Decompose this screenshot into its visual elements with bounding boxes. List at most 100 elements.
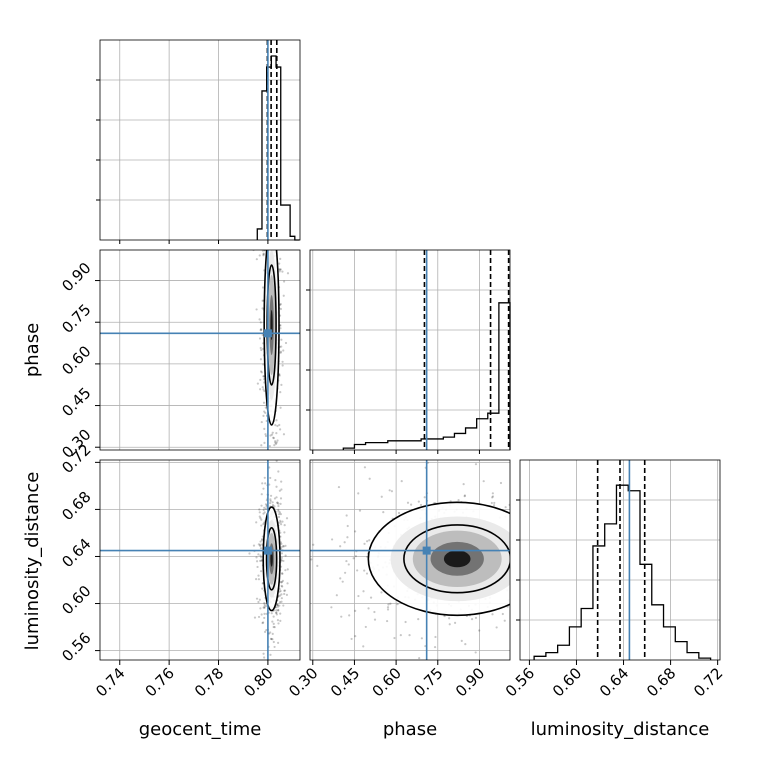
sample-point	[457, 499, 460, 502]
sample-point	[280, 572, 284, 575]
sample-point	[491, 495, 495, 498]
sample-point	[548, 562, 550, 564]
sample-point	[354, 609, 357, 612]
sample-point	[553, 573, 555, 575]
sample-point	[275, 432, 278, 435]
sample-point	[520, 570, 522, 572]
panel-frame	[99, 39, 301, 241]
sample-point	[362, 645, 365, 648]
sample-point	[536, 594, 538, 596]
sample-point	[501, 612, 504, 616]
sample-point	[261, 582, 264, 585]
sample-point	[280, 581, 283, 584]
sample-point	[548, 549, 550, 551]
sample-point	[263, 603, 266, 607]
sample-point	[261, 299, 264, 302]
sample-point	[406, 501, 410, 504]
sample-point	[491, 613, 494, 616]
sample-point	[344, 571, 347, 574]
sample-point	[493, 501, 496, 505]
sample-point	[453, 621, 457, 624]
sample-point	[433, 645, 437, 649]
sample-point	[255, 258, 258, 261]
sample-point	[312, 543, 315, 546]
sample-point	[357, 492, 360, 495]
x-tick-label: 0.68	[643, 664, 679, 700]
sample-point	[564, 564, 566, 566]
sample-point	[518, 567, 520, 569]
sample-point	[263, 427, 266, 430]
sample-point	[390, 490, 394, 493]
y-tick-label: 0.45	[58, 384, 94, 420]
sample-point	[263, 630, 267, 633]
sample-point	[270, 612, 273, 615]
sample-point	[263, 229, 265, 231]
sample-point	[373, 610, 376, 614]
x-tick-label: 0.72	[690, 664, 726, 700]
sample-point	[280, 488, 283, 491]
sample-point	[516, 566, 518, 568]
sample-point	[263, 410, 266, 413]
sample-point	[278, 604, 281, 607]
sample-point	[259, 547, 263, 550]
sample-point	[291, 601, 293, 603]
sample-point	[530, 525, 532, 527]
sample-point	[278, 374, 281, 377]
sample-point	[273, 216, 275, 218]
sample-point	[281, 364, 284, 367]
sample-point	[295, 499, 297, 501]
sample-point	[269, 499, 272, 503]
sample-point	[272, 640, 275, 644]
sample-point	[279, 497, 283, 500]
sample-point	[278, 227, 280, 229]
x-tick-label: 0.64	[596, 664, 632, 700]
sample-point	[277, 508, 280, 511]
sample-point	[540, 626, 542, 628]
sample-point	[263, 606, 266, 609]
sample-point	[279, 589, 282, 593]
sample-point	[278, 229, 280, 231]
panel-frame	[99, 249, 301, 451]
hist-panel-geocent_time	[96, 39, 301, 241]
sample-point	[369, 596, 373, 599]
sample-point	[514, 570, 516, 572]
sample-point	[526, 510, 528, 512]
contour-line	[367, 501, 510, 617]
sample-point	[263, 656, 266, 659]
sample-point	[260, 328, 263, 332]
sample-point	[246, 480, 248, 482]
sample-point	[279, 257, 282, 261]
sample-point	[491, 492, 494, 495]
sample-point	[354, 635, 357, 638]
sample-point	[273, 626, 276, 629]
sample-point	[274, 469, 276, 471]
sample-point	[273, 497, 277, 500]
sample-point	[514, 536, 516, 538]
sample-point	[270, 230, 272, 232]
sample-point	[255, 308, 258, 311]
sample-point	[262, 522, 265, 526]
sample-point	[558, 546, 560, 548]
sample-point	[279, 327, 282, 330]
x-tick-label: 0.56	[502, 664, 538, 700]
sample-point	[270, 637, 273, 641]
sample-point	[279, 350, 283, 353]
panel-frame	[309, 459, 511, 661]
sample-point	[271, 431, 274, 434]
sample-point	[544, 540, 546, 542]
sample-point	[264, 482, 267, 485]
sample-point	[273, 225, 275, 227]
x-axis-luminosity_distance: 0.56 0.60 0.64 0.68 0.72	[502, 660, 726, 700]
sample-point	[337, 485, 341, 489]
sample-point	[279, 406, 282, 409]
sample-point	[277, 608, 280, 612]
sample-point	[260, 504, 263, 507]
sample-point	[518, 573, 520, 575]
sample-point	[248, 552, 251, 555]
sample-point	[517, 489, 519, 491]
sample-point	[389, 602, 392, 605]
sample-point	[262, 363, 265, 366]
sample-point	[539, 480, 541, 482]
sample-point	[258, 598, 261, 601]
sample-point	[255, 578, 258, 581]
